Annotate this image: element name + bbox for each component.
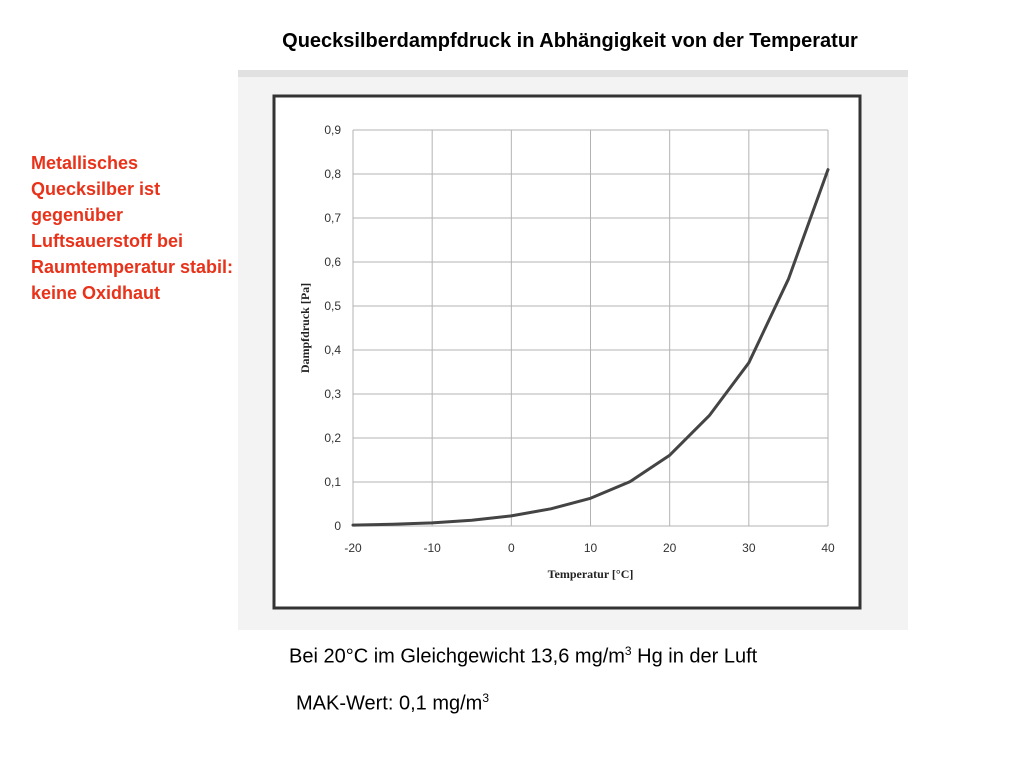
y-tick-label: 0,1 xyxy=(324,475,341,489)
y-axis-label: Dampfdruck [Pa] xyxy=(298,283,312,373)
y-tick-label: 0,8 xyxy=(324,167,341,181)
y-tick-label: 0,7 xyxy=(324,211,341,225)
y-tick-label: 0,6 xyxy=(324,255,341,269)
scan-edge xyxy=(238,70,908,77)
x-tick-label: 30 xyxy=(742,541,756,555)
y-tick-label: 0,3 xyxy=(324,387,341,401)
x-tick-label: -10 xyxy=(423,541,441,555)
y-tick-label: 0 xyxy=(334,519,341,533)
x-tick-label: 20 xyxy=(663,541,677,555)
y-tick-label: 0,4 xyxy=(324,343,341,357)
y-tick-label: 0,5 xyxy=(324,299,341,313)
chart-frame xyxy=(272,94,862,610)
chart-scan: 0 0,1 0,2 0,3 0,4 0,5 0,6 0,7 0,8 0,9 -20 -10 0 10 20 3… xyxy=(238,70,908,630)
footnote-equilibrium-sup: 3 xyxy=(624,644,632,658)
x-tick-label: -20 xyxy=(344,541,362,555)
x-axis-label: Temperatur [°C] xyxy=(548,567,634,581)
footnote-mak-text: MAK-Wert: 0,1 mg/m xyxy=(296,692,483,715)
footnote-equilibrium-tail: Hg in der Luft xyxy=(631,645,758,668)
footnote-mak: MAK-Wert: 0,1 mg/m3 xyxy=(296,691,489,716)
footnote-equilibrium-text: Bei 20°C im Gleichgewicht 13,6 mg/m xyxy=(289,645,625,668)
vapor-pressure-curve xyxy=(351,168,830,527)
vapor-pressure-chart: 0 0,1 0,2 0,3 0,4 0,5 0,6 0,7 0,8 0,9 -20 -10 0 10 20 3… xyxy=(272,94,862,610)
footnote-equilibrium: Bei 20°C im Gleichgewicht 13,6 mg/m3 Hg … xyxy=(289,644,757,669)
y-tick-label: 0,9 xyxy=(324,123,341,137)
side-note: Metallisches Quecksilber ist gegenüber L… xyxy=(31,153,234,304)
y-tick-label: 0,2 xyxy=(324,431,341,445)
x-tick-label: 0 xyxy=(508,541,515,555)
slide-title: Quecksilberdampfdruck in Abhängigkeit vo… xyxy=(282,30,858,52)
x-tick-label: 10 xyxy=(584,541,598,555)
footnote-mak-sup: 3 xyxy=(482,691,490,705)
x-tick-label: 40 xyxy=(821,541,835,555)
